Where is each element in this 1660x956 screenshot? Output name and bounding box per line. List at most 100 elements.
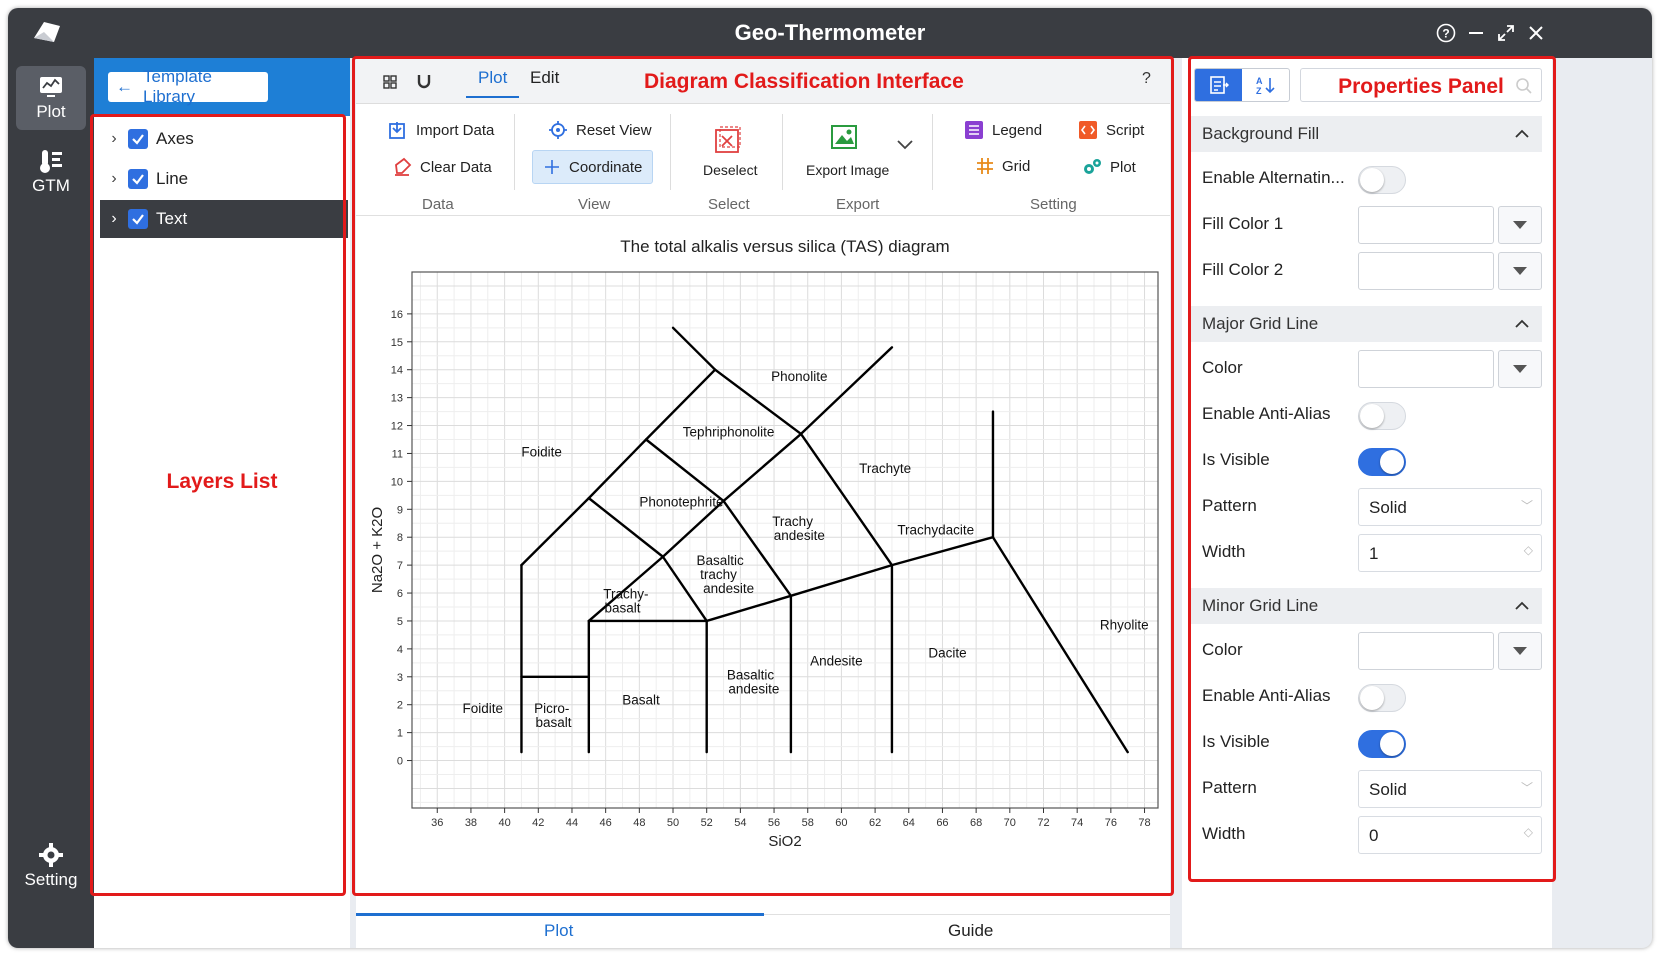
y-tick-label: 4 (397, 644, 403, 656)
tab-edit[interactable]: Edit (530, 68, 560, 87)
layer-item-axes[interactable]: › Axes (100, 120, 348, 158)
close-icon[interactable] (1522, 19, 1550, 47)
field-label: Trachyte (859, 461, 911, 476)
section-major-grid[interactable]: Major Grid Line (1190, 306, 1542, 342)
plot-settings-label: Plot (1110, 158, 1136, 176)
chevron-up-icon[interactable] (1514, 319, 1530, 329)
section-minor-grid[interactable]: Minor Grid Line (1190, 588, 1542, 624)
magnet-icon[interactable] (416, 73, 432, 91)
x-tick-label: 72 (1037, 817, 1049, 829)
minor-pattern-select[interactable]: Solid ﹀ (1358, 770, 1542, 808)
deselect-icon[interactable] (714, 126, 742, 159)
prop-label: Enable Anti-Alias (1202, 686, 1331, 705)
categorized-view-icon[interactable] (1195, 69, 1242, 101)
script-button[interactable]: Script (1078, 120, 1144, 140)
x-axis-label: SiO2 (768, 833, 801, 850)
checkbox[interactable] (128, 209, 148, 229)
export-image-button[interactable]: Export Image (806, 162, 890, 178)
stepper-icon[interactable]: ◇ (1523, 825, 1533, 839)
stepper-icon[interactable]: ◇ (1523, 543, 1533, 557)
major-anti-alias-toggle[interactable] (1358, 402, 1406, 430)
arrow-left-icon: ← (116, 77, 133, 96)
minor-color-dropdown[interactable] (1498, 632, 1542, 670)
chevron-up-icon[interactable] (1514, 601, 1530, 611)
legend-icon (965, 121, 983, 139)
center-annotation: Diagram Classification Interface (644, 70, 964, 93)
deselect-button[interactable]: Deselect (703, 162, 758, 178)
x-tick-label: 58 (802, 817, 814, 829)
chevron-right-icon[interactable]: › (111, 170, 117, 187)
import-data-button[interactable]: Import Data (388, 120, 494, 140)
tab-plot[interactable]: Plot (466, 68, 520, 98)
row-minor-anti-alias: Enable Anti-Alias (1190, 674, 1542, 720)
major-pattern-select[interactable]: Solid ﹀ (1358, 488, 1542, 526)
nav-item-plot[interactable]: Plot (16, 66, 86, 130)
legend-button[interactable]: Legend (964, 120, 1042, 140)
row-minor-width: Width 0 ◇ (1190, 812, 1542, 858)
checkbox[interactable] (128, 169, 148, 189)
help-button[interactable]: ? (1142, 70, 1151, 87)
nav-item-gtm[interactable]: GTM (16, 140, 86, 204)
field-label: Tephriphonolite (683, 425, 775, 440)
maximize-icon[interactable] (1492, 19, 1520, 47)
major-color-dropdown[interactable] (1498, 350, 1542, 388)
nav-item-setting[interactable]: Setting (16, 834, 86, 898)
coordinate-button[interactable]: Coordinate (532, 150, 654, 184)
x-tick-label: 64 (903, 817, 915, 829)
section-background-fill[interactable]: Background Fill (1190, 116, 1542, 152)
field-boundary-line (520, 496, 591, 567)
nav-item-label: GTM (32, 176, 70, 195)
grid-small-icon[interactable] (382, 74, 398, 90)
chevron-right-icon[interactable]: › (111, 210, 117, 227)
tas-chart-svg[interactable]: The total alkalis versus silica (TAS) di… (356, 216, 1170, 866)
minimize-icon[interactable] (1462, 19, 1490, 47)
export-image-icon[interactable] (830, 124, 860, 159)
gear-icon (39, 843, 63, 867)
plot-settings-button[interactable]: Plot (1082, 157, 1136, 177)
major-color-swatch[interactable] (1358, 350, 1494, 388)
field-label: Phonotephrite (639, 495, 723, 510)
fill-color-2-swatch[interactable] (1358, 252, 1494, 290)
template-library-button[interactable]: ← Template Library (108, 67, 268, 106)
bottom-tab-guide[interactable]: Guide (948, 921, 994, 940)
enable-alternating-toggle[interactable] (1358, 166, 1406, 194)
chart-title: The total alkalis versus silica (TAS) di… (620, 237, 949, 256)
tas-chart[interactable]: The total alkalis versus silica (TAS) di… (356, 216, 1170, 866)
prop-label: Enable Alternatin... (1202, 168, 1345, 187)
group-setting-label: Setting (1030, 196, 1077, 213)
bottom-tab-plot[interactable]: Plot (544, 921, 574, 940)
fill-color-1-swatch[interactable] (1358, 206, 1494, 244)
y-tick-label: 11 (392, 448, 403, 460)
reset-view-button[interactable]: Reset View (548, 120, 652, 140)
y-tick-label: 9 (397, 504, 403, 516)
minor-visible-toggle[interactable] (1358, 730, 1406, 758)
field-boundary-line (661, 499, 725, 558)
tabs-bar: Plot Edit Diagram Classification Interfa… (356, 58, 1170, 104)
checkbox[interactable] (128, 129, 148, 149)
row-major-color: Color (1190, 346, 1542, 392)
chevron-right-icon[interactable]: › (111, 130, 117, 147)
grid-button[interactable]: Grid (976, 157, 1030, 175)
field-label: Basaltic (727, 668, 775, 683)
chevron-down-icon: ﹀ (1520, 781, 1533, 795)
grid-label: Grid (1002, 157, 1031, 175)
x-tick-label: 40 (498, 817, 510, 829)
row-enable-alternating: Enable Alternatin... (1190, 156, 1542, 202)
major-visible-toggle[interactable] (1358, 448, 1406, 476)
chevron-down-icon[interactable] (896, 138, 914, 156)
clear-data-button[interactable]: Clear Data (392, 157, 492, 177)
minor-color-swatch[interactable] (1358, 632, 1494, 670)
minor-anti-alias-toggle[interactable] (1358, 684, 1406, 712)
minor-width-input[interactable]: 0 ◇ (1358, 816, 1542, 854)
help-icon[interactable]: ? (1432, 19, 1460, 47)
layer-item-text[interactable]: › Text (100, 200, 348, 238)
layer-item-line[interactable]: › Line (100, 160, 348, 198)
major-width-input[interactable]: 1 ◇ (1358, 534, 1542, 572)
fill-color-1-dropdown[interactable] (1498, 206, 1542, 244)
chevron-up-icon[interactable] (1514, 129, 1530, 139)
fill-color-2-dropdown[interactable] (1498, 252, 1542, 290)
search-input[interactable]: Properties Panel (1300, 68, 1542, 102)
group-data-label: Data (422, 196, 454, 213)
